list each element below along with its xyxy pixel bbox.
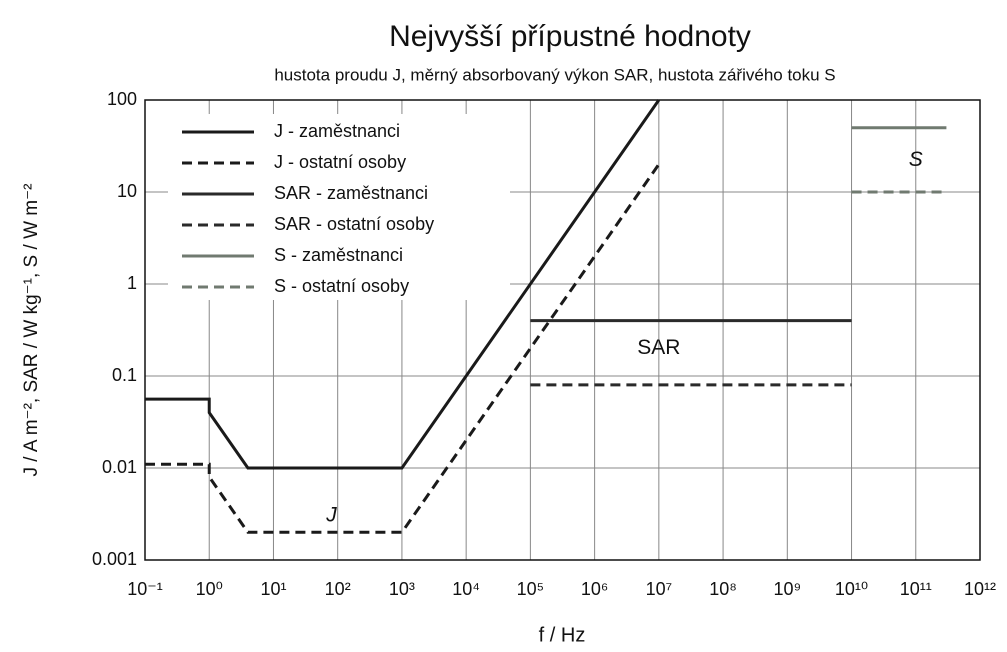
legend-label: J - zaměstnanci: [274, 121, 400, 141]
legend-label: S - ostatní osoby: [274, 276, 409, 296]
chart-title: Nejvyšší přípustné hodnoty: [389, 20, 751, 53]
chart-subtitle: hustota proudu J, měrný absorbovaný výko…: [274, 65, 835, 84]
x-tick-label: 10¹²: [964, 579, 996, 599]
x-tick-label: 10⁻¹: [127, 579, 163, 599]
x-tick-label: 10⁷: [646, 579, 673, 599]
y-tick-label: 0.01: [102, 457, 137, 477]
annotation: J: [325, 504, 337, 527]
series-line: [145, 99, 661, 470]
y-tick-label: 0.1: [112, 365, 137, 385]
legend-label: SAR - zaměstnanci: [274, 183, 428, 203]
x-tick-label: 10³: [389, 579, 415, 599]
x-tick-label: 10⁸: [709, 579, 737, 599]
x-tick-label: 10⁰: [196, 579, 223, 599]
x-tick-label: 10¹¹: [900, 579, 932, 599]
annotation: S: [909, 148, 923, 171]
x-tick-label: 10⁶: [581, 579, 608, 599]
x-axis-label: f / Hz: [539, 624, 586, 646]
x-tick-label: 10⁴: [452, 579, 480, 599]
y-tick-label: 0.001: [92, 549, 137, 569]
annotation: SAR: [637, 336, 680, 359]
x-tick-label: 10⁹: [773, 579, 801, 599]
plot-frame: [144, 99, 981, 561]
legend-box: [168, 114, 510, 300]
y-tick-label: 1: [127, 273, 137, 293]
series-line: [145, 163, 661, 534]
x-tick-label: 10⁵: [517, 579, 544, 599]
y-axis-label: J / A m⁻², SAR / W kg⁻¹, S / W m⁻²: [21, 184, 42, 477]
legend-label: J - ostatní osoby: [274, 152, 406, 172]
x-tick-label: 10²: [325, 579, 351, 599]
x-tick-label: 10¹⁰: [835, 579, 868, 599]
legend-label: S - zaměstnanci: [274, 245, 403, 265]
legend-label: SAR - ostatní osoby: [274, 214, 434, 234]
y-tick-label: 10: [117, 181, 137, 201]
y-tick-label: 100: [107, 89, 137, 109]
x-tick-label: 10¹: [260, 579, 286, 599]
